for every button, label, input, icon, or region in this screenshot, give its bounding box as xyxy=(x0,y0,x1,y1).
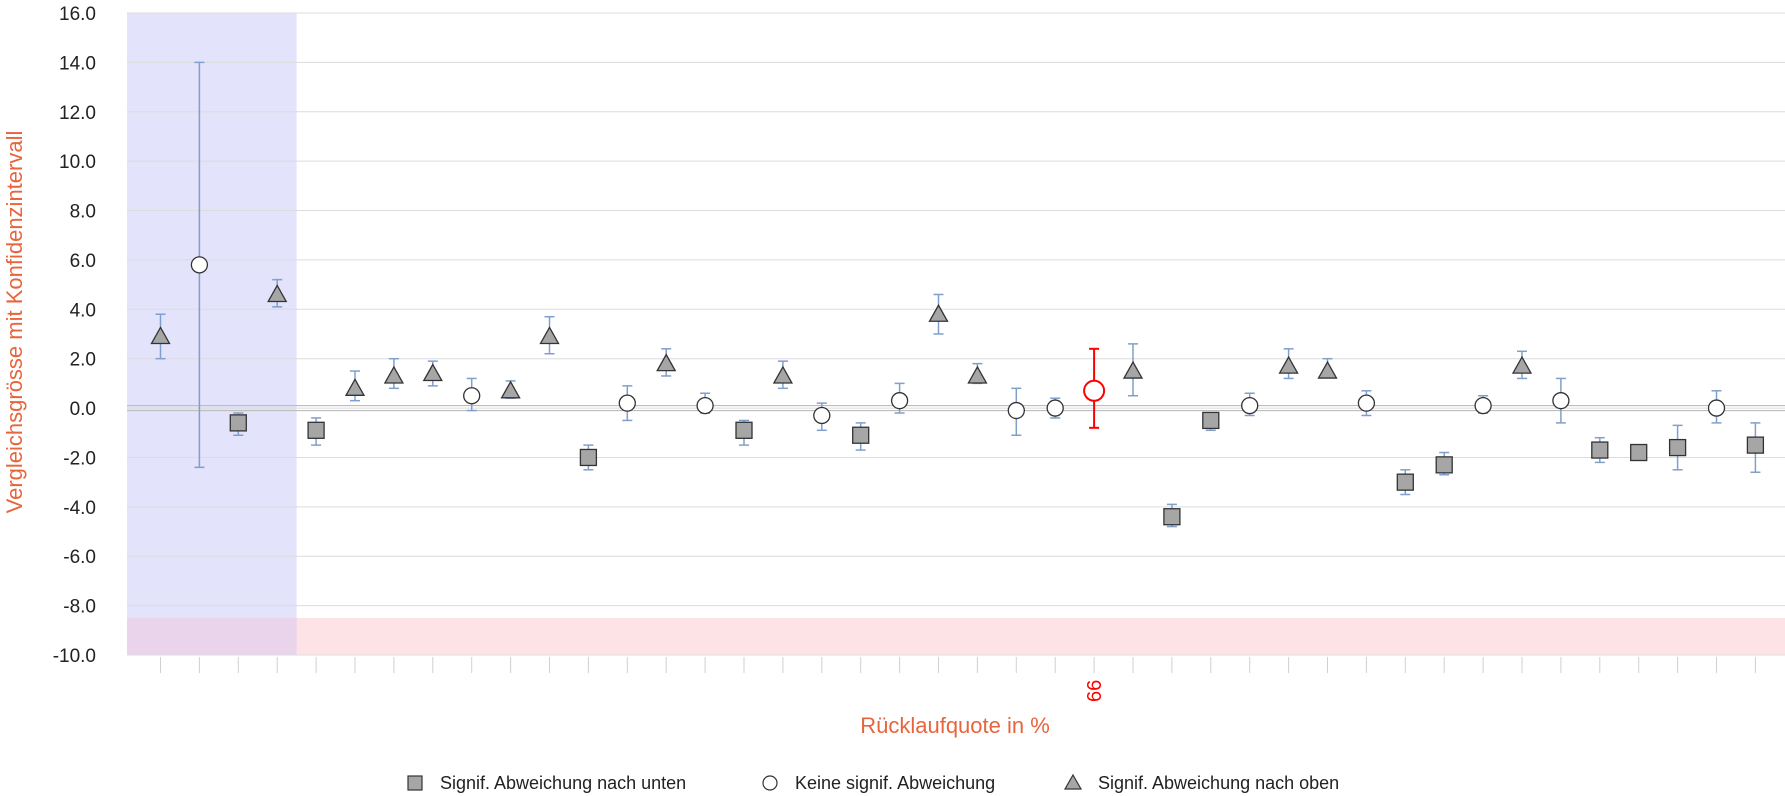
y-tick-label: 14.0 xyxy=(59,53,96,74)
y-tick-label: 10.0 xyxy=(59,152,96,173)
triangle-marker xyxy=(1317,360,1338,379)
circle-marker xyxy=(1552,392,1570,410)
square-marker xyxy=(229,414,247,432)
circle-marker xyxy=(1474,396,1492,415)
triangle-marker xyxy=(383,365,405,384)
triangle-marker xyxy=(539,326,560,345)
legend-circle-icon xyxy=(762,775,778,791)
square-marker xyxy=(1163,508,1181,526)
square-marker xyxy=(852,426,870,444)
legend-item: Signif. Abweichung nach oben xyxy=(1063,773,1339,793)
legend-triangle-icon xyxy=(1063,773,1083,790)
x-tick-marks xyxy=(160,657,1756,673)
circle-marker xyxy=(696,396,714,415)
triangle-marker xyxy=(772,365,794,384)
y-tick-labels: 16.0 14.0 12.0 10.0 8.0 6.0 4.0 2.0 0.0 -2.0 -4.0 -… xyxy=(53,4,96,667)
y-tick-label: -4.0 xyxy=(63,498,96,519)
band-overlap xyxy=(127,617,297,655)
highlight-circle-marker xyxy=(1083,379,1106,402)
x-axis-title: Rücklaufquote in % xyxy=(860,713,1050,738)
triangle-marker xyxy=(656,353,677,372)
square-marker xyxy=(1435,456,1453,474)
circle-marker xyxy=(1046,399,1064,417)
square-marker xyxy=(1630,443,1648,462)
circle-marker xyxy=(463,387,481,405)
legend-label: Signif. Abweichung nach oben xyxy=(1098,773,1339,793)
y-tick-label: 6.0 xyxy=(70,251,96,272)
triangle-marker xyxy=(928,303,949,322)
square-marker xyxy=(1202,411,1220,430)
square-marker xyxy=(1396,473,1414,491)
triangle-marker xyxy=(500,380,521,399)
triangle-marker xyxy=(1511,355,1533,374)
y-axis-title: Vergleichsgrösse mit Konfidenzintervall xyxy=(2,131,27,514)
square-marker xyxy=(1668,438,1687,457)
y-tick-label: -10.0 xyxy=(53,646,96,667)
triangle-marker xyxy=(422,363,443,382)
y-tick-label: -6.0 xyxy=(63,547,96,568)
y-tick-label: 8.0 xyxy=(70,202,96,223)
y-tick-label: -2.0 xyxy=(63,448,96,469)
triangle-marker xyxy=(967,365,988,384)
y-tick-label: -8.0 xyxy=(63,597,96,618)
square-marker xyxy=(579,448,598,467)
triangle-marker xyxy=(1122,360,1144,379)
background-bands xyxy=(127,13,1785,655)
circle-marker xyxy=(813,406,831,425)
legend-label: Keine signif. Abweichung xyxy=(795,773,995,793)
legend-item: Signif. Abweichung nach unten xyxy=(407,773,686,793)
triangle-marker xyxy=(150,326,171,345)
circle-marker xyxy=(1357,394,1376,412)
triangle-marker xyxy=(267,284,288,303)
gridlines xyxy=(127,12,1785,656)
legend: Signif. Abweichung nach unten Keine signi… xyxy=(407,773,1339,793)
square-marker xyxy=(307,421,325,439)
triangle-marker xyxy=(344,377,366,396)
circle-marker xyxy=(1707,399,1726,417)
zero-line xyxy=(127,404,1785,412)
low-return-band xyxy=(127,13,297,655)
y-tick-label: 12.0 xyxy=(59,103,96,124)
square-marker xyxy=(1591,441,1609,459)
lower-limit-band xyxy=(127,617,1785,655)
square-marker xyxy=(1746,436,1765,454)
legend-item: Keine signif. Abweichung xyxy=(762,773,995,793)
y-tick-label: 4.0 xyxy=(70,300,96,321)
circle-marker xyxy=(1007,401,1025,420)
square-marker xyxy=(735,421,753,439)
data-markers xyxy=(150,256,1765,526)
circle-marker xyxy=(618,394,636,412)
legend-square-icon xyxy=(407,775,423,791)
triangle-marker xyxy=(1278,355,1299,374)
circle-marker xyxy=(190,256,209,274)
y-tick-label: 0.0 xyxy=(70,399,96,420)
y-tick-label: 16.0 xyxy=(59,4,96,25)
legend-label: Signif. Abweichung nach unten xyxy=(440,773,686,793)
circle-marker xyxy=(1241,396,1259,415)
y-tick-label: 2.0 xyxy=(70,350,96,371)
highlight-category-label: 66 xyxy=(1084,680,1106,702)
circle-marker xyxy=(890,392,909,410)
